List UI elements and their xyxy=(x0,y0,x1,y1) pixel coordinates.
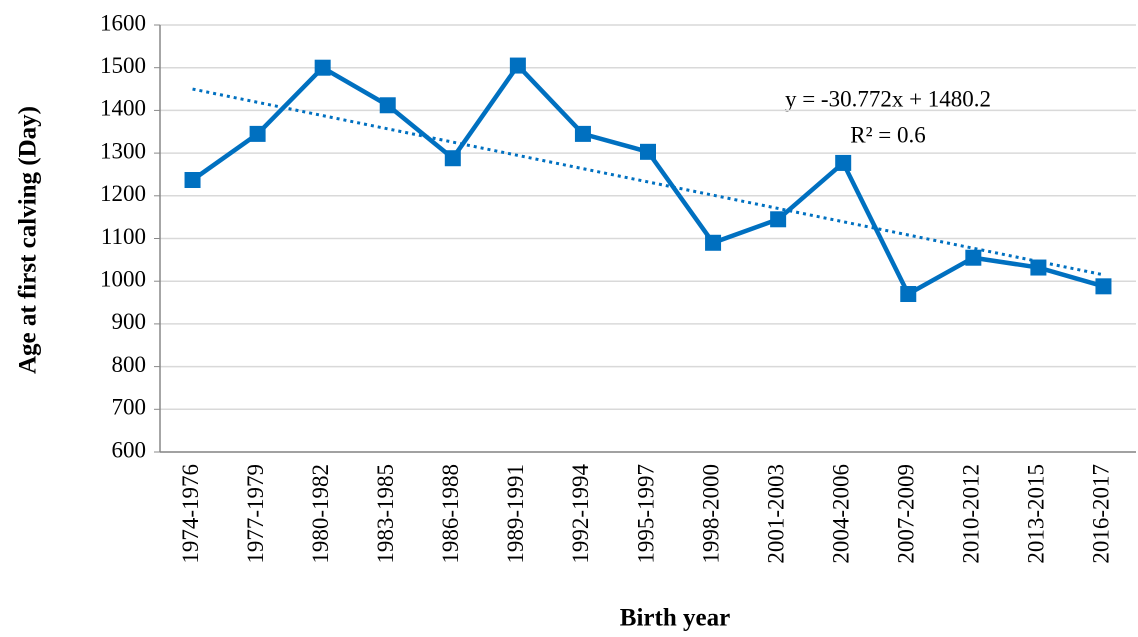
x-tick-label: 1980-1982 xyxy=(308,464,333,564)
marker xyxy=(900,286,917,303)
trend-equation: y = -30.772x + 1480.2 xyxy=(785,86,991,111)
x-tick-label: 1983-1985 xyxy=(373,464,398,564)
marker xyxy=(379,97,396,114)
marker xyxy=(249,125,266,142)
x-tick-label: 2007-2009 xyxy=(894,464,919,564)
marker xyxy=(640,143,656,160)
y-tick-label: 1600 xyxy=(100,10,146,35)
x-axis-label: Birth year xyxy=(620,605,730,632)
x-tick-label: 1977-1979 xyxy=(243,464,268,564)
x-tick-label: 1989-1991 xyxy=(503,464,528,564)
marker xyxy=(770,211,787,228)
marker xyxy=(444,150,461,167)
marker xyxy=(184,172,201,189)
y-axis-label: Age at first calving (Day) xyxy=(15,106,42,374)
marker xyxy=(1095,278,1112,295)
y-tick-label: 1200 xyxy=(100,181,146,206)
x-tick-label: 1974-1976 xyxy=(178,464,203,564)
x-tick-label: 2001-2003 xyxy=(763,464,788,564)
marker xyxy=(509,57,526,74)
x-tick-label: 2013-2015 xyxy=(1024,464,1049,564)
marker xyxy=(835,154,852,171)
x-tick-label: 2016-2017 xyxy=(1089,464,1114,564)
marker xyxy=(965,249,982,266)
marker xyxy=(574,125,591,142)
y-tick-label: 700 xyxy=(112,395,147,420)
x-tick-label: 2010-2012 xyxy=(959,464,984,564)
trend-r-squared: R² = 0.6 xyxy=(850,122,925,147)
trendline xyxy=(192,87,1104,277)
x-tick-label: 1986-1988 xyxy=(438,464,463,564)
y-tick-label: 1000 xyxy=(100,266,146,291)
y-tick-label: 1500 xyxy=(100,53,146,78)
marker xyxy=(314,59,331,76)
y-tick-label: 1100 xyxy=(101,224,146,249)
y-tick-label: 1400 xyxy=(100,96,146,121)
y-tick-label: 900 xyxy=(112,309,147,334)
x-tick-label: 2004-2006 xyxy=(828,464,853,564)
y-tick-label: 600 xyxy=(112,437,147,462)
x-tick-label: 1998-2000 xyxy=(698,464,723,564)
y-tick-label: 800 xyxy=(112,352,147,377)
x-tick-label: 1992-1994 xyxy=(568,464,593,564)
y-tick-label: 1300 xyxy=(100,138,146,163)
x-tick-label: 1995-1997 xyxy=(633,464,658,564)
marker xyxy=(705,234,722,251)
marker xyxy=(1030,259,1047,276)
